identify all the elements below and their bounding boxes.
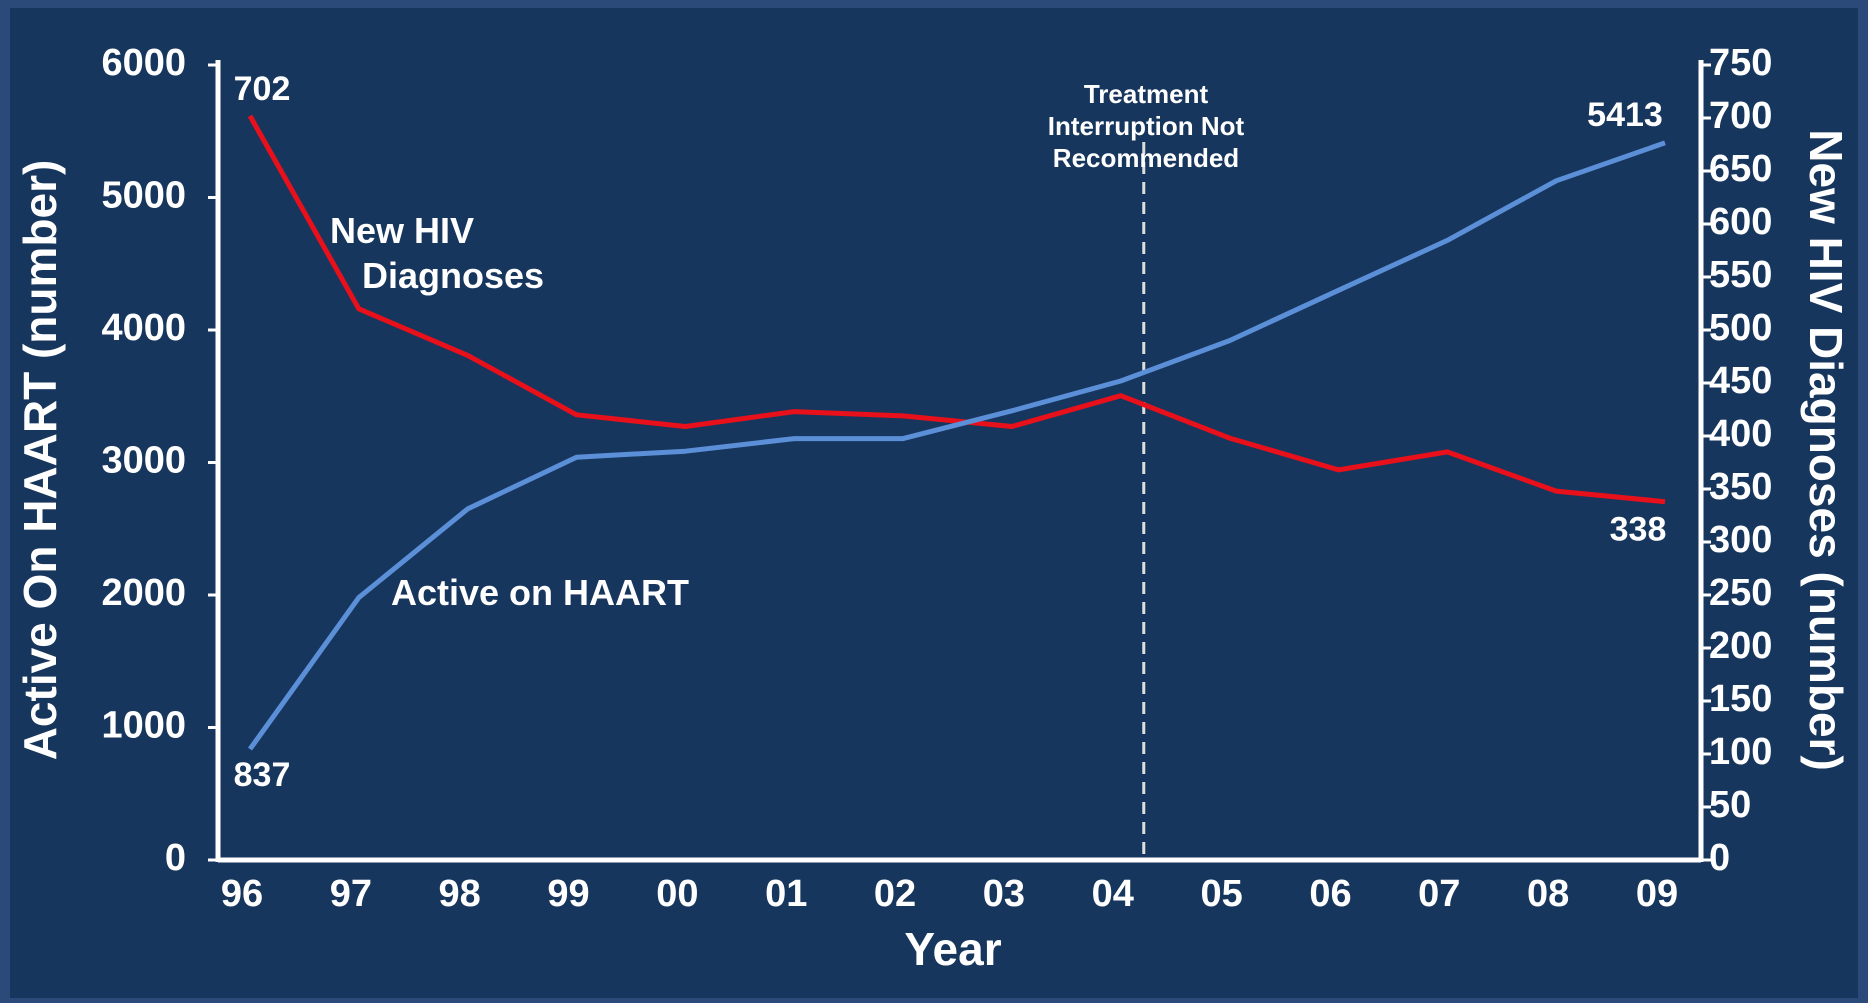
data-label: 702 [234, 70, 291, 108]
data-label: 837 [234, 756, 291, 794]
x-tick-label: 96 [221, 873, 263, 915]
data-label: 338 [1610, 511, 1667, 549]
y2-tick-label: 500 [1709, 307, 1772, 349]
x-tick-label: 08 [1527, 873, 1569, 915]
y2-tick-label: 600 [1709, 201, 1772, 243]
x-tick-label: 06 [1309, 873, 1351, 915]
background [10, 8, 1858, 998]
x-tick-label: 97 [330, 873, 372, 915]
y2-tick-label: 200 [1709, 625, 1772, 667]
y2-tick-label: 750 [1709, 42, 1772, 84]
x-tick-label: 05 [1200, 873, 1242, 915]
x-tick-label: 02 [874, 873, 916, 915]
y-axis-title: Active On HAART (number) [14, 160, 66, 761]
y2-tick-label: 450 [1709, 360, 1772, 402]
y2-tick-label: 150 [1709, 678, 1772, 720]
annotation: Treatment Interruption Not Recommended [1047, 79, 1245, 173]
series-line [247, 114, 1666, 505]
y-tick-label: 2000 [101, 572, 186, 614]
y-tick-label: 3000 [101, 440, 186, 482]
x-tick-label: 07 [1418, 873, 1460, 915]
y2-tick-label: 0 [1709, 837, 1730, 879]
x-tick-label: 04 [1092, 873, 1134, 915]
x-axis-title: Year [904, 923, 1001, 975]
y2-tick-label: 550 [1709, 254, 1772, 296]
y2-tick-label: 300 [1709, 519, 1772, 561]
y2-tick-label: 650 [1709, 148, 1772, 190]
y2-axis-title: New HIV Diagnoses (number) [1800, 129, 1852, 771]
y2-tick-label: 400 [1709, 413, 1772, 455]
series-line [247, 140, 1666, 751]
x-tick-label: 99 [547, 873, 589, 915]
y-tick-label: 6000 [101, 42, 186, 84]
data-label: 5413 [1587, 96, 1663, 134]
y2-tick-label: 700 [1709, 95, 1772, 137]
y-tick-label: 4000 [101, 307, 186, 349]
x-tick-label: 01 [765, 873, 807, 915]
x-tick-label: 98 [439, 873, 481, 915]
series-label: Active on HAART [391, 572, 690, 613]
x-tick-label: 09 [1636, 873, 1678, 915]
x-tick-label: 00 [656, 873, 698, 915]
y2-tick-label: 250 [1709, 572, 1772, 614]
x-tick-label: 03 [983, 873, 1025, 915]
y-tick-label: 5000 [101, 175, 186, 217]
y2-tick-label: 100 [1709, 731, 1772, 773]
y-tick-label: 1000 [101, 705, 186, 747]
series-label: New HIV Diagnoses [330, 210, 545, 296]
y2-tick-label: 350 [1709, 466, 1772, 508]
y2-tick-label: 50 [1709, 784, 1751, 826]
y-tick-label: 0 [165, 837, 186, 879]
